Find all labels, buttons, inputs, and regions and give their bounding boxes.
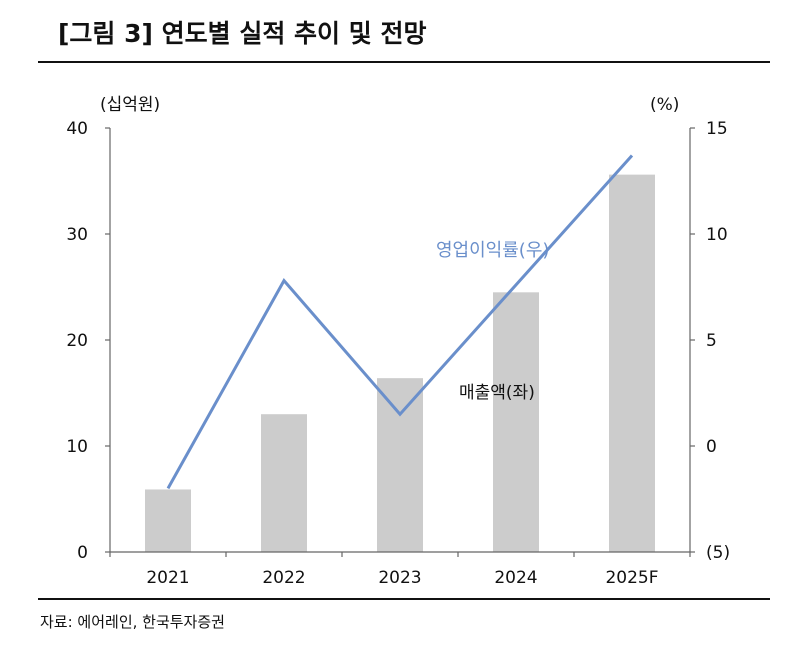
x-tick-label: 2024 xyxy=(494,568,537,588)
bar-2022 xyxy=(261,414,307,552)
x-tick-label: 2023 xyxy=(378,568,421,588)
right-tick-label: 5 xyxy=(706,331,717,351)
bar-2024 xyxy=(493,292,539,552)
left-tick-label: 40 xyxy=(66,119,88,139)
bar-2023 xyxy=(377,378,423,552)
bar-2025F xyxy=(609,174,655,552)
right-tick-label: (5) xyxy=(706,543,730,563)
left-tick-label: 0 xyxy=(77,543,88,563)
left-tick-label: 20 xyxy=(66,331,88,351)
right-tick-label: 0 xyxy=(706,437,717,457)
x-tick-label: 2021 xyxy=(146,568,189,588)
chart: 0 10 20 30 40 (5) 0 5 10 15 2021 2022 2023 2024 2025F (… xyxy=(66,95,730,588)
top-rule xyxy=(38,61,770,63)
x-tick-label: 2025F xyxy=(605,568,658,588)
bar-2021 xyxy=(145,489,191,552)
figure-title: [그림 3] 연도별 실적 추이 및 전망 xyxy=(58,19,427,48)
right-tick-label: 15 xyxy=(706,119,728,139)
series-label-margin: 영업이익률(우) xyxy=(436,240,549,261)
x-tick-label: 2022 xyxy=(262,568,305,588)
right-axis-unit: (%) xyxy=(650,95,679,115)
left-axis-unit: (십억원) xyxy=(100,95,160,115)
left-tick-label: 10 xyxy=(66,437,88,457)
right-tick-label: 10 xyxy=(706,225,728,245)
left-tick-label: 30 xyxy=(66,225,88,245)
bottom-rule xyxy=(38,598,770,600)
source-note: 자료: 에어레인, 한국투자증권 xyxy=(40,613,225,631)
series-label-sales: 매출액(좌) xyxy=(459,383,535,403)
